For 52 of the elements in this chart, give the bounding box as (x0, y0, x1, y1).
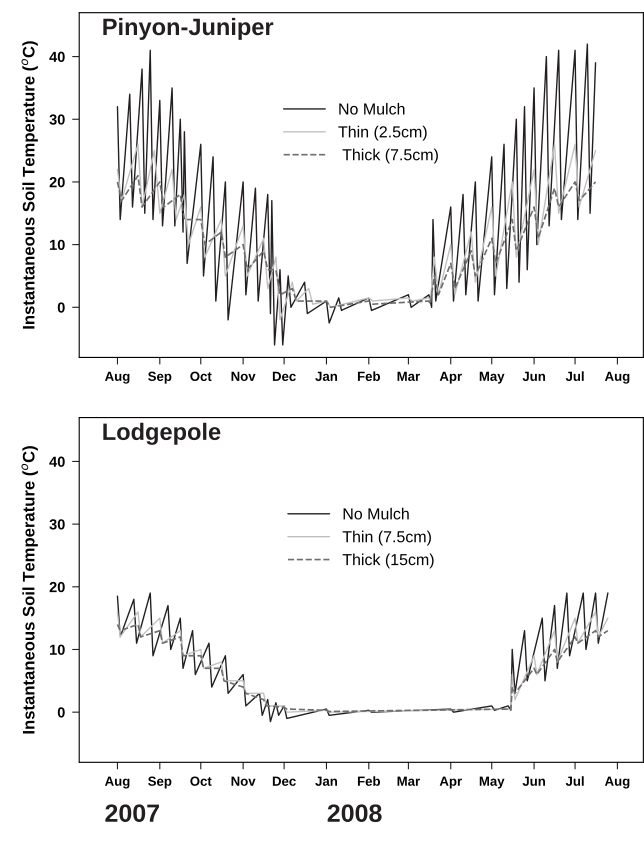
x-tick-label: Apr (440, 776, 462, 788)
x-tick-label: Dec (272, 776, 296, 786)
legend-label: No Mulch (339, 102, 404, 115)
text: 2008 (328, 804, 382, 822)
x-tick-label: Aug (104, 776, 130, 788)
x-tick-label: Jul (566, 776, 584, 786)
y-tick-label: 10 (50, 644, 65, 655)
y-tick-label: 0 (58, 302, 65, 313)
x-tick-label: Mar (398, 372, 420, 382)
y-tick-label: 0 (58, 707, 65, 718)
legend-label: Thin (2.5cm) (338, 126, 427, 141)
line-series (116, 43, 596, 346)
text: 2007 (105, 804, 159, 822)
line-series (116, 174, 596, 308)
line-series (116, 144, 596, 321)
line-series (116, 592, 609, 722)
x-tick-label: Dec (272, 372, 296, 382)
chart-title: Pinyon-Juniper (103, 18, 274, 40)
x-tick-label: Aug (604, 776, 630, 788)
y-tick-label: 30 (49, 114, 65, 125)
y-axis-title: Instantaneous Soil Temperature ($^{o}$C) (21, 41, 38, 329)
y-tick-label: 20 (50, 582, 65, 592)
x-tick-label: Jun (522, 372, 545, 382)
y-tick-label: 30 (49, 519, 65, 530)
x-tick-label: Aug (104, 372, 130, 384)
x-tick-label: Jul (566, 371, 584, 382)
x-tick-label: May (480, 372, 504, 384)
x-tick-label: Oct (190, 372, 212, 382)
x-tick-label: Aug (604, 372, 630, 384)
y-axis-title: Instantaneous Soil Temperature ($^{o}$C) (21, 446, 38, 734)
x-tick-label: Jan (315, 372, 338, 382)
x-tick-label: Sep (148, 372, 172, 384)
x-tick-label: Nov (232, 372, 256, 382)
x-tick-label: Sep (148, 776, 172, 788)
chart-title: Lodgepole (103, 422, 220, 445)
legend-label: Thick (7.5cm) (342, 148, 438, 164)
x-tick-label: Oct (190, 776, 212, 786)
x-tick-label: Feb (358, 371, 380, 382)
y-tick-label: 40 (49, 456, 65, 467)
x-tick-label: Jan (315, 776, 338, 786)
x-tick-label: Mar (398, 776, 420, 786)
legend-label: No Mulch (344, 508, 409, 520)
legend-label: Thin (7.5cm) (342, 530, 431, 546)
y-tick-label: 10 (50, 240, 65, 250)
legend-label: Thick (15cm) (342, 554, 434, 568)
x-tick-label: Nov (232, 776, 256, 786)
x-tick-label: Jun (522, 776, 545, 786)
y-tick-label: 20 (50, 177, 65, 188)
y-tick-label: 40 (49, 52, 65, 62)
x-tick-label: May (480, 776, 504, 788)
x-tick-label: Apr (440, 372, 462, 384)
x-tick-label: Feb (358, 776, 380, 786)
